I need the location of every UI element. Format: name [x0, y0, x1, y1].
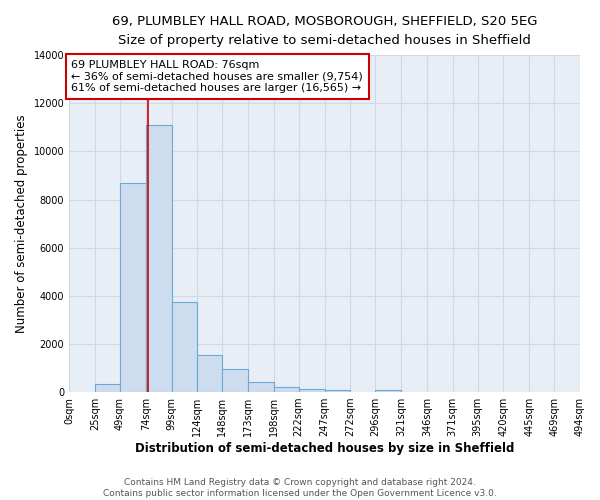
Text: Contains HM Land Registry data © Crown copyright and database right 2024.
Contai: Contains HM Land Registry data © Crown c… [103, 478, 497, 498]
Bar [197, 355, 222, 392]
Bar [120, 182, 146, 392]
Bar [222, 369, 248, 392]
Text: 69 PLUMBLEY HALL ROAD: 76sqm
← 36% of semi-detached houses are smaller (9,754)
6: 69 PLUMBLEY HALL ROAD: 76sqm ← 36% of se… [71, 60, 363, 93]
Bar [299, 389, 325, 392]
Y-axis label: Number of semi-detached properties: Number of semi-detached properties [15, 114, 28, 333]
Bar [325, 390, 350, 392]
X-axis label: Distribution of semi-detached houses by size in Sheffield: Distribution of semi-detached houses by … [135, 442, 514, 455]
Bar [248, 382, 274, 392]
Bar [146, 125, 172, 392]
Title: 69, PLUMBLEY HALL ROAD, MOSBOROUGH, SHEFFIELD, S20 5EG
Size of property relative: 69, PLUMBLEY HALL ROAD, MOSBOROUGH, SHEF… [112, 15, 538, 47]
Bar [172, 302, 197, 392]
Bar [274, 388, 299, 392]
Bar [95, 384, 120, 392]
Bar [375, 390, 401, 392]
